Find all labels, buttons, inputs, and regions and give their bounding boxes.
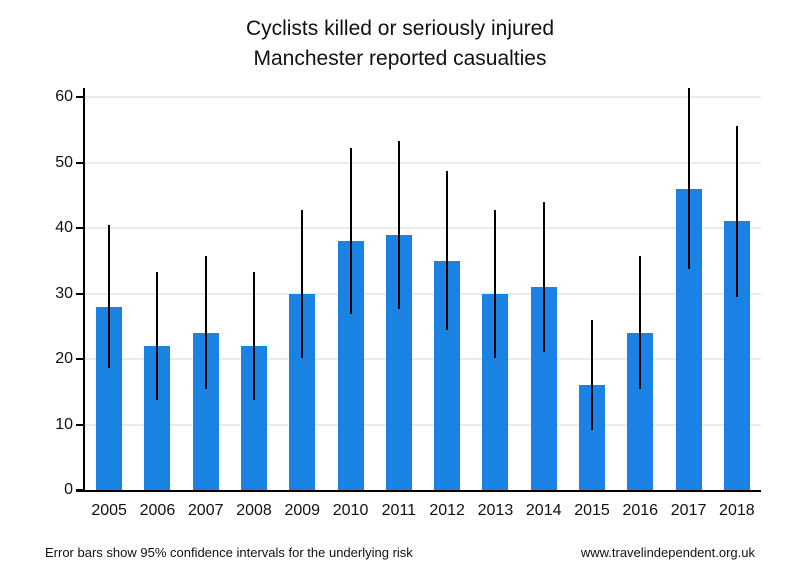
x-tick-label-2018: 2018 (719, 502, 755, 519)
x-tick-label-2005: 2005 (91, 502, 127, 519)
error-bar-2007 (204, 256, 207, 390)
x-tick-label-2014: 2014 (525, 502, 562, 519)
x-tick-label-2012: 2012 (429, 502, 465, 519)
x-tick-label-2016: 2016 (622, 502, 659, 519)
y-tick-label-30: 30 (55, 284, 73, 302)
chart-title-line2: Manchester reported casualties (253, 47, 547, 70)
error-bar-2017 (687, 87, 690, 270)
error-bar-2010 (349, 148, 352, 314)
y-tick-20 (76, 358, 83, 360)
error-bar-2013 (494, 209, 497, 358)
y-tick-0 (76, 489, 83, 491)
x-tick-label-2008: 2008 (236, 502, 272, 519)
y-tick-label-20: 20 (55, 350, 73, 367)
error-bar-2018 (735, 125, 738, 298)
error-bar-2006 (156, 271, 159, 400)
gridline-y-30 (85, 292, 761, 295)
gridline-y-40 (85, 227, 761, 229)
x-axis-line (76, 490, 761, 492)
x-tick-label-2007: 2007 (187, 502, 224, 519)
footer-note: Error bars show 95% confidence intervals… (45, 545, 413, 560)
y-tick-30 (76, 292, 83, 295)
y-tick-40 (76, 227, 83, 229)
error-bar-2015 (591, 319, 593, 431)
gridline-y-50 (85, 161, 761, 164)
x-tick-label-2011: 2011 (381, 502, 417, 519)
footer-website: www.travelindependent.org.uk (580, 545, 755, 560)
chart-title-line1: Cyclists killed or seriously injured (245, 17, 555, 40)
y-tick-label-50: 50 (55, 153, 73, 171)
error-bar-2014 (542, 201, 545, 352)
error-bar-2016 (639, 256, 642, 390)
x-tick-label-2006: 2006 (139, 502, 176, 519)
error-bar-2012 (446, 171, 449, 331)
y-tick-50 (76, 161, 83, 164)
y-tick-label-60: 60 (55, 88, 73, 105)
gridline-y-20 (85, 358, 761, 360)
y-tick-10 (76, 423, 83, 426)
x-tick-label-2017: 2017 (670, 502, 707, 519)
error-bar-2005 (108, 224, 111, 369)
error-bar-2008 (253, 271, 255, 400)
x-tick-label-2010: 2010 (332, 502, 369, 519)
error-bar-2011 (397, 140, 400, 309)
y-tick-label-10: 10 (55, 415, 73, 433)
y-tick-60 (76, 96, 83, 98)
y-tick-label-0: 0 (64, 481, 73, 498)
plot-area: 0 10 20 30 40 50 60 2005 2006 2007 2008 2009 2010 201… (55, 87, 761, 519)
x-tick-label-2013: 2013 (477, 502, 514, 519)
y-axis-line (83, 88, 85, 490)
gridline-y-10 (85, 423, 761, 426)
gridline-y-60 (85, 96, 761, 98)
error-bar-2009 (301, 209, 304, 358)
x-tick-label-2015: 2015 (574, 502, 610, 519)
chart-title: Cyclists killed or seriously injured Man… (0, 14, 800, 74)
y-tick-label-40: 40 (55, 219, 73, 236)
x-tick-label-2009: 2009 (284, 502, 321, 519)
